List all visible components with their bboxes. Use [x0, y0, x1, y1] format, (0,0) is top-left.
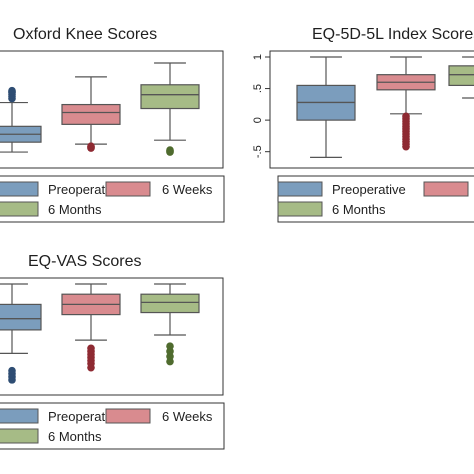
box-6-weeks [61, 76, 121, 152]
legend-label-6-months: 6 Months [48, 429, 102, 444]
outlier-point [87, 344, 95, 353]
legend-label-preoperative: Preoperative [48, 182, 122, 197]
iqr-box [140, 84, 200, 110]
outlier-point [8, 366, 16, 375]
outlier-point [87, 142, 95, 150]
legend-label-preoperative: Preoperative [48, 409, 122, 424]
iqr-box [61, 103, 121, 125]
oxford-knee-panel: Oxford Knee Scores Preoperative 6 Weeks 6 … [0, 26, 225, 223]
legend-swatch-6-months [0, 428, 39, 444]
eq-vas-panel: EQ-VAS Scores Preoperative 6 Weeks 6 Month… [0, 253, 225, 450]
eq5d-title: EQ-5D-5L Index Scores [312, 26, 474, 43]
legend-label-preoperative: Preoperative [332, 182, 406, 197]
legend-swatch-preoperative [0, 408, 39, 424]
box-6-months [140, 62, 200, 156]
iqr-box [140, 293, 200, 314]
legend-label-6-months: 6 Months [48, 202, 102, 217]
outlier-point [166, 146, 174, 154]
legend-swatch-preoperative [0, 181, 39, 197]
outlier-point [8, 86, 16, 95]
legend-swatch-6-months [0, 201, 39, 217]
box-6-months [448, 56, 474, 99]
box-preoperative [0, 86, 42, 153]
box-6-weeks [376, 56, 436, 151]
y-tick-label: 0 [252, 117, 264, 123]
oxford-knee-title: Oxford Knee Scores [13, 26, 157, 43]
box-preoperative [0, 283, 42, 384]
legend-swatch-6-weeks [105, 408, 151, 424]
legend-label-6-weeks: 6 Weeks [162, 182, 213, 197]
y-tick-label: .5 [252, 84, 264, 93]
box-6-weeks [61, 283, 121, 372]
box-6-months [140, 283, 200, 366]
y-tick-label: 1 [252, 54, 264, 60]
legend-swatch-6-weeks [105, 181, 151, 197]
legend-label-6-months: 6 Months [332, 202, 386, 217]
iqr-box [448, 65, 474, 87]
eq5d-panel: EQ-5D-5L Index Scores -.5 0 .5 1 Preoperati… [252, 26, 474, 223]
outlier-point [166, 342, 174, 351]
legend-label-6-weeks: 6 Weeks [162, 409, 213, 424]
outlier-point [402, 112, 410, 121]
box-preoperative [296, 56, 356, 158]
legend-swatch-6-weeks [423, 181, 469, 197]
y-tick-label: -.5 [252, 145, 264, 158]
legend-swatch-6-months [277, 201, 323, 217]
eq-vas-title: EQ-VAS Scores [28, 253, 142, 270]
legend-swatch-preoperative [277, 181, 323, 197]
iqr-box [0, 303, 42, 331]
